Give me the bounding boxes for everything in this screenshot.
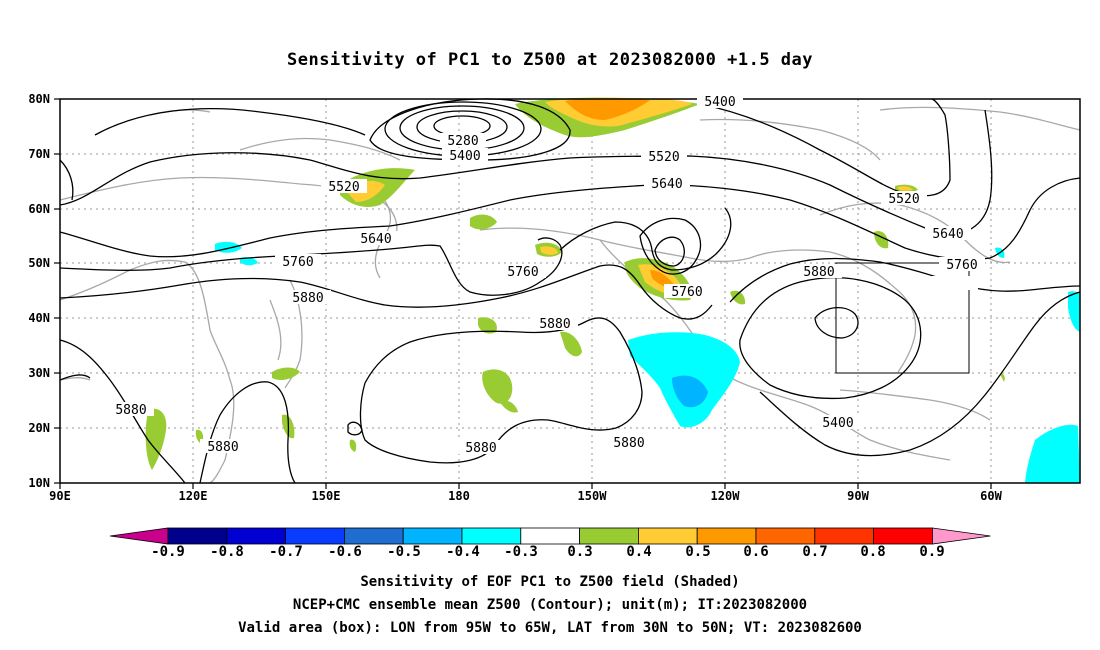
contour-label: 5880 xyxy=(613,436,644,451)
contour-label: 5760 xyxy=(282,255,313,270)
contour-label: 5520 xyxy=(328,180,359,195)
contour-label: 5400 xyxy=(822,416,853,431)
lon-tick-label: 60W xyxy=(980,489,1002,503)
lat-tick-label: 60N xyxy=(28,202,50,216)
colorbar-labels: -0.9 -0.8 -0.7 -0.6 -0.5 -0.4 -0.3 0.3 0… xyxy=(151,544,945,560)
colorbar-tick-label: 0.3 xyxy=(567,544,592,560)
contour-labels: 5400 5280 5400 5520 5520 5640 5640 5760 … xyxy=(108,94,985,456)
contour-label: 5880 xyxy=(539,317,570,332)
colorbar-max-triangle xyxy=(932,527,991,545)
plot-area xyxy=(54,97,1081,489)
colorbar-tick-label: -0.7 xyxy=(269,544,303,560)
colorbar-tick-label: 0.6 xyxy=(743,544,768,560)
colorbar-tick-label: 0.4 xyxy=(626,544,651,560)
colorbar xyxy=(109,527,991,545)
contour-label: 5760 xyxy=(946,258,977,273)
caption-line-2: NCEP+CMC ensemble mean Z500 (Contour); u… xyxy=(292,597,808,613)
lon-tick-label: 120W xyxy=(711,489,741,503)
colorbar-tick-label: 0.9 xyxy=(919,544,944,560)
colorbar-swatch xyxy=(167,527,228,545)
figure-title: Sensitivity of PC1 to Z500 at 2023082000… xyxy=(286,50,813,70)
lat-tick-label: 80N xyxy=(28,92,50,106)
contour-label: 5520 xyxy=(888,192,919,207)
colorbar-min-triangle xyxy=(109,527,169,545)
contour-label: 5760 xyxy=(507,265,538,280)
negative-sensitivity-shading xyxy=(215,241,1080,483)
longitude-labels: 90E 120E 150E 180 150W 120W 90W 60W xyxy=(49,489,1002,503)
colorbar-swatch xyxy=(285,527,345,545)
valid-area-box xyxy=(835,262,970,374)
colorbar-swatch xyxy=(755,527,816,545)
lat-tick-label: 50N xyxy=(28,256,50,270)
contour-label: 5400 xyxy=(704,95,735,110)
colorbar-swatch xyxy=(696,527,757,545)
contour-label: 5880 xyxy=(465,441,496,456)
colorbar-tick-label: 0.8 xyxy=(860,544,885,560)
lon-tick-label: 90E xyxy=(49,489,71,503)
colorbar-tick-label: -0.5 xyxy=(387,544,421,560)
contour-label: 5880 xyxy=(207,440,238,455)
colorbar-tick-label: -0.6 xyxy=(328,544,362,560)
contour-label: 5520 xyxy=(648,150,679,165)
colorbar-swatch xyxy=(579,527,639,545)
colorbar-swatch xyxy=(461,527,522,545)
lon-tick-label: 150W xyxy=(578,489,608,503)
lon-tick-label: 90W xyxy=(847,489,869,503)
lat-tick-label: 10N xyxy=(28,476,50,490)
lon-tick-label: 180 xyxy=(448,489,470,503)
colorbar-swatch xyxy=(343,527,404,545)
colorbar-tick-label: -0.3 xyxy=(504,544,538,560)
colorbar-tick-label: -0.4 xyxy=(446,544,480,560)
caption-line-3: Valid area (box): LON from 95W to 65W, L… xyxy=(238,620,862,636)
latitude-labels: 80N 70N 60N 50N 40N 30N 20N 10N xyxy=(28,92,50,490)
colorbar-tick-label: 0.5 xyxy=(685,544,710,560)
contour-label: 5640 xyxy=(651,177,682,192)
lat-tick-label: 40N xyxy=(28,311,50,325)
lon-tick-label: 120E xyxy=(179,489,208,503)
contour-label: 5760 xyxy=(671,285,702,300)
colorbar-swatch xyxy=(814,527,874,545)
colorbar-swatch xyxy=(226,527,287,545)
colorbar-swatch xyxy=(638,527,698,545)
colorbar-swatch xyxy=(402,527,463,545)
contour-label: 5280 xyxy=(447,134,478,149)
colorbar-swatch xyxy=(520,527,580,545)
lat-tick-label: 70N xyxy=(28,147,50,161)
colorbar-tick-label: 0.7 xyxy=(802,544,827,560)
colorbar-tick-label: -0.8 xyxy=(210,544,244,560)
contour-label: 5880 xyxy=(292,291,323,306)
colorbar-tick-label: -0.9 xyxy=(151,544,185,560)
lon-tick-label: 150E xyxy=(312,489,341,503)
contour-label: 5640 xyxy=(360,232,391,247)
contour-label: 5880 xyxy=(115,403,146,418)
contour-label: 5880 xyxy=(803,265,834,280)
lat-tick-label: 30N xyxy=(28,366,50,380)
positive-sensitivity-shading xyxy=(145,97,1005,470)
caption-line-1: Sensitivity of EOF PC1 to Z500 field (Sh… xyxy=(360,574,740,590)
colorbar-swatch xyxy=(873,527,933,545)
contour-label: 5400 xyxy=(449,149,480,164)
contour-label: 5640 xyxy=(932,227,963,242)
lat-tick-label: 20N xyxy=(28,421,50,435)
